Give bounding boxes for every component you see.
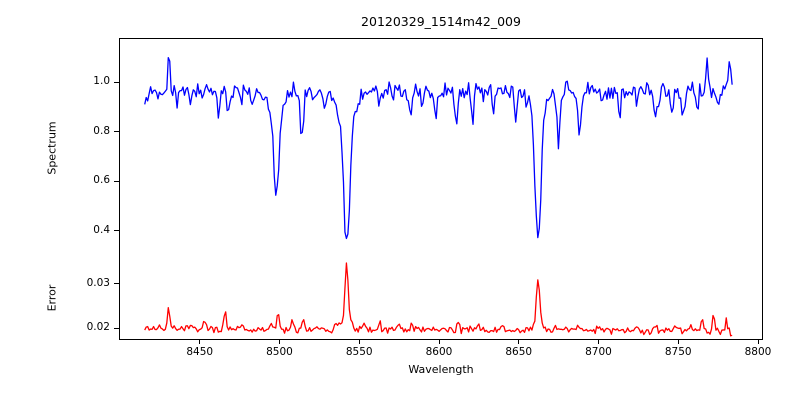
x-axis-tick-label: 8450 <box>186 346 214 358</box>
x-axis-tick-label: 8700 <box>585 346 612 358</box>
error-y-axis-tick-label: 0.02 <box>86 321 110 334</box>
x-axis-tick <box>279 340 280 344</box>
plot-title: 20120329_1514m42_009 <box>361 14 521 29</box>
x-axis-tick-label: 8800 <box>744 346 772 358</box>
spectrum-y-axis-tick-label: 0.8 <box>93 124 110 137</box>
spectrum-y-axis-tick <box>114 230 119 232</box>
x-axis-tick <box>757 340 759 344</box>
x-axis-tick-label: 8650 <box>505 346 533 358</box>
x-axis-tick-label: 8500 <box>266 346 293 358</box>
error-y-axis-tick-label: 0.03 <box>86 276 110 289</box>
x-axis-tick-label: 8550 <box>345 346 373 358</box>
error-panel <box>119 257 763 340</box>
x-axis-tick <box>438 340 440 344</box>
spectrum-y-axis-label: Spectrum <box>45 121 59 175</box>
x-axis-tick <box>199 340 201 344</box>
spectrum-line <box>144 56 733 240</box>
spectrum-y-axis-tick-label: 1.0 <box>93 75 110 88</box>
x-axis-tick <box>358 340 360 344</box>
spectrum-panel <box>119 38 763 258</box>
spectrum-y-axis-tick <box>114 81 119 83</box>
x-axis-label: Wavelength <box>408 363 474 376</box>
error-y-axis-tick <box>114 283 119 285</box>
spectrum-y-axis-tick-label: 0.4 <box>93 223 110 236</box>
error-y-axis-label: Error <box>45 284 59 312</box>
x-axis-tick <box>518 340 520 344</box>
x-axis-tick-label: 8600 <box>425 346 453 358</box>
spectrum-y-axis-tick <box>114 180 119 182</box>
x-axis-tick <box>677 340 679 344</box>
error-plot-area <box>144 262 733 337</box>
spectrum-plot-area <box>144 56 733 240</box>
spectrum-y-axis-tick-label: 0.6 <box>93 174 110 187</box>
error-line <box>144 262 733 337</box>
error-y-axis-tick <box>114 327 119 329</box>
x-axis-tick <box>598 340 599 344</box>
x-axis-tick-label: 8750 <box>664 346 692 358</box>
spectrum-y-axis-tick <box>114 131 119 133</box>
